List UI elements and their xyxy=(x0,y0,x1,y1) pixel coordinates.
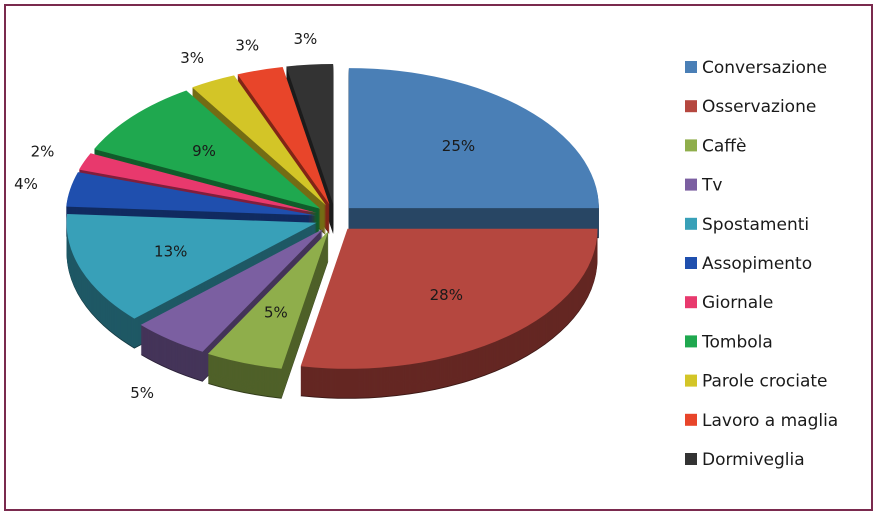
value-label: 2% xyxy=(31,143,55,161)
value-label: 25% xyxy=(442,137,475,155)
legend-label: Tombola xyxy=(701,332,773,352)
legend-label: Spostamenti xyxy=(702,215,809,235)
value-label: 13% xyxy=(154,243,187,261)
slice xyxy=(140,229,323,352)
slice xyxy=(300,228,598,369)
legend-label: Conversazione xyxy=(702,58,827,78)
value-label: 5% xyxy=(264,303,288,321)
legend-label: Dormiveglia xyxy=(702,450,805,470)
legend-label: Giornale xyxy=(702,293,773,313)
slice xyxy=(286,64,334,205)
slice xyxy=(66,213,317,319)
value-label: 5% xyxy=(130,384,154,402)
legend-swatch xyxy=(685,413,697,426)
slice xyxy=(192,75,327,206)
legend-label: Assopimento xyxy=(702,254,812,274)
legend-swatch xyxy=(685,296,697,309)
legend-swatch xyxy=(685,61,697,73)
slice xyxy=(207,231,329,369)
slice xyxy=(79,153,317,213)
value-label: 28% xyxy=(430,286,463,304)
legend-label: Lavoro a maglia xyxy=(702,411,838,431)
slice xyxy=(237,67,330,205)
legend-label: Tv xyxy=(701,176,722,196)
legend-label: Caffè xyxy=(702,136,746,156)
value-label: 4% xyxy=(14,175,38,193)
legend-swatch xyxy=(685,374,697,387)
legend-swatch xyxy=(685,335,697,348)
slice xyxy=(66,172,316,216)
legend-swatch xyxy=(685,178,697,191)
legend-swatch xyxy=(685,217,697,230)
slice xyxy=(348,68,599,209)
legend-swatch xyxy=(685,453,697,465)
value-label: 3% xyxy=(293,30,317,48)
value-label: 9% xyxy=(192,142,216,160)
value-label: 3% xyxy=(235,36,259,54)
pie: 25% 28% 5% 5% 13% 4% 2% 9% 3% 3% 3% xyxy=(14,30,599,402)
legend-swatch xyxy=(685,139,697,152)
value-label: 3% xyxy=(180,49,204,67)
slice xyxy=(94,90,321,209)
legend-swatch xyxy=(685,100,697,113)
legend: Conversazione Osservazione Caffè Tv Spostame… xyxy=(685,58,838,470)
legend-label: Parole crociate xyxy=(702,372,827,392)
legend-swatch xyxy=(685,257,697,269)
legend-label: Osservazione xyxy=(702,97,816,117)
